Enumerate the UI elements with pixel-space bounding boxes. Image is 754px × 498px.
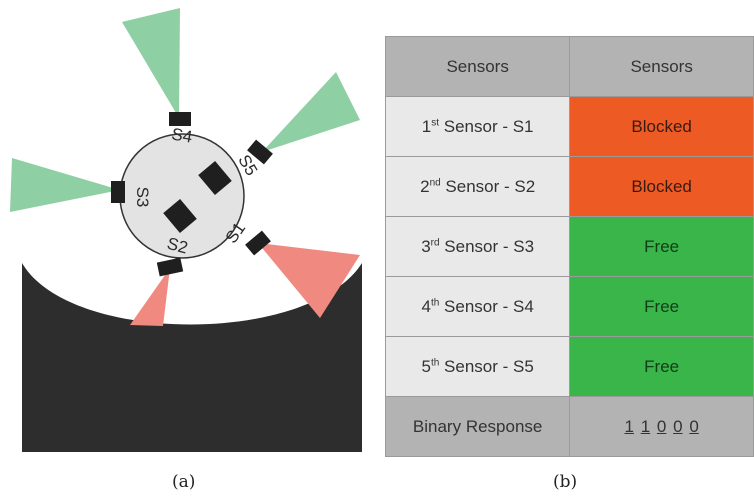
- table-row: 2nd Sensor - S2 Blocked: [386, 157, 754, 217]
- table-footer-row: Binary Response 1 1 0 0 0: [386, 397, 754, 457]
- sensor-name-cell: 4th Sensor - S4: [386, 277, 570, 337]
- robot-sensor-diagram: S4 S5 S3 S1 S2: [0, 0, 380, 470]
- binary-bit: 0: [657, 417, 666, 436]
- sensor-status-cell: Blocked: [570, 157, 754, 217]
- sensor-name-cell: 1st Sensor - S1: [386, 97, 570, 157]
- binary-response-label: Binary Response: [386, 397, 570, 457]
- sensor-name-cell: 5th Sensor - S5: [386, 337, 570, 397]
- table-row: 4th Sensor - S4 Free: [386, 277, 754, 337]
- sensor-label-s4: S4: [170, 124, 194, 146]
- sensor-s4: [169, 112, 191, 126]
- table-row: 3rd Sensor - S3 Free: [386, 217, 754, 277]
- sensor-status-cell: Free: [570, 337, 754, 397]
- caption-a: (a): [172, 472, 195, 492]
- sensor-name-cell: 3rd Sensor - S3: [386, 217, 570, 277]
- header-sensors: Sensors: [386, 37, 570, 97]
- binary-bit: 0: [689, 417, 698, 436]
- sensor-label-s3: S3: [133, 187, 152, 208]
- binary-bit: 1: [625, 417, 634, 436]
- binary-response-value: 1 1 0 0 0: [570, 397, 754, 457]
- table-row: 1st Sensor - S1 Blocked: [386, 97, 754, 157]
- sensor-s2: [157, 258, 183, 277]
- beam-s4: [122, 8, 180, 118]
- beam-s5: [262, 72, 360, 152]
- beam-s3: [10, 158, 120, 212]
- header-status: Sensors: [570, 37, 754, 97]
- sensor-name-cell: 2nd Sensor - S2: [386, 157, 570, 217]
- table-header-row: Sensors Sensors: [386, 37, 754, 97]
- caption-b: (b): [553, 472, 577, 492]
- sensor-status-table: Sensors Sensors 1st Sensor - S1 Blocked …: [385, 36, 754, 457]
- beam-s2: [130, 268, 170, 326]
- sensor-status-cell: Free: [570, 277, 754, 337]
- sensor-status-cell: Blocked: [570, 97, 754, 157]
- table-row: 5th Sensor - S5 Free: [386, 337, 754, 397]
- binary-bit: 0: [673, 417, 682, 436]
- binary-bit: 1: [641, 417, 650, 436]
- sensor-status-cell: Free: [570, 217, 754, 277]
- sensor-s3: [111, 181, 125, 203]
